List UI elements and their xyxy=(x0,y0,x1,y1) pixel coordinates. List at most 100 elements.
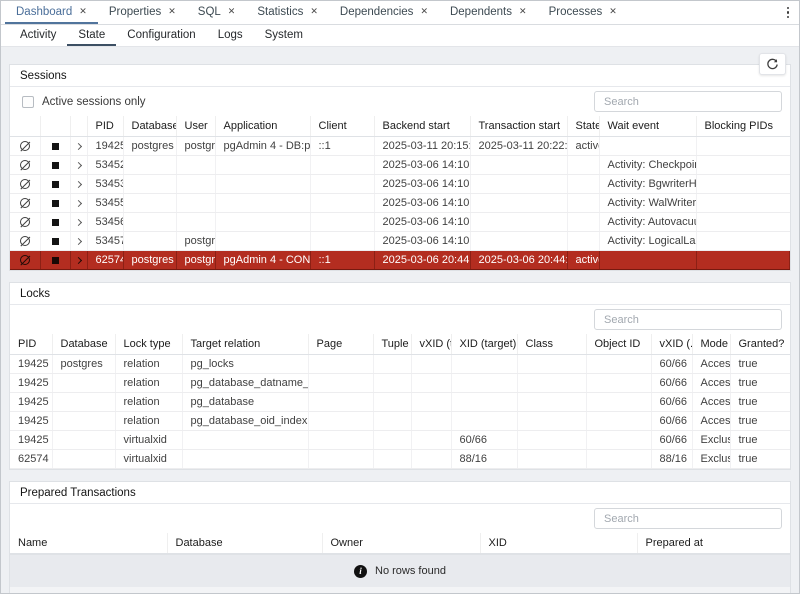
column-header[interactable]: PID xyxy=(87,116,123,137)
expand-row-button[interactable] xyxy=(70,213,87,232)
sessions-search-input[interactable] xyxy=(594,91,782,112)
column-header[interactable]: Lock type xyxy=(115,334,182,355)
subnav-activity[interactable]: Activity xyxy=(9,25,67,46)
column-header[interactable]: Transaction start xyxy=(470,116,567,137)
cancel-icon xyxy=(20,217,30,227)
lock-row[interactable]: 19425 relation pg_database 60/66 Acces. xyxy=(10,393,790,412)
terminate-session-button[interactable] xyxy=(40,251,70,270)
column-header[interactable]: PID xyxy=(10,334,52,355)
column-header[interactable]: State xyxy=(567,116,599,137)
close-icon[interactable]: ✕ xyxy=(609,7,617,16)
tab-dependents[interactable]: Dependents ✕ xyxy=(439,1,538,24)
column-header[interactable]: Mode xyxy=(692,334,730,355)
kebab-menu-icon[interactable] xyxy=(777,5,800,21)
tab-processes[interactable]: Processes ✕ xyxy=(538,1,628,24)
terminate-session-button[interactable] xyxy=(40,175,70,194)
lock-row[interactable]: 19425 relation pg_database_oid_index 60/… xyxy=(10,412,790,431)
lock-row[interactable]: 62574 virtualxid 88/16 88/16 Exclusi... xyxy=(10,450,790,469)
column-header[interactable]: Name xyxy=(10,533,167,554)
expand-row-button[interactable] xyxy=(70,194,87,213)
column-header[interactable]: vXID (t... xyxy=(411,334,451,355)
session-row[interactable]: 62574 postgres postgr... pgAdmin 4 - CON… xyxy=(10,251,790,270)
column-header[interactable]: XID (target) xyxy=(451,334,517,355)
column-header[interactable]: Owner xyxy=(322,533,480,554)
terminate-session-button[interactable] xyxy=(40,232,70,251)
close-icon[interactable]: ✕ xyxy=(79,7,87,16)
column-header[interactable]: User xyxy=(176,116,215,137)
session-row[interactable]: 53457 postgr... 2025-03-06 14:10:11 ... … xyxy=(10,232,790,251)
cell-tuple xyxy=(373,393,411,412)
prepared-search-input[interactable] xyxy=(594,508,782,529)
expand-row-button[interactable] xyxy=(70,251,87,270)
checkbox-icon[interactable] xyxy=(22,96,34,108)
session-row[interactable]: 53455 2025-03-06 14:10:11 ... Activity: … xyxy=(10,194,790,213)
session-row[interactable]: 53452 2025-03-06 14:10:11 ... Activity: … xyxy=(10,156,790,175)
close-icon[interactable]: ✕ xyxy=(168,7,176,16)
cancel-session-button[interactable] xyxy=(10,156,40,175)
cancel-session-button[interactable] xyxy=(10,251,40,270)
lock-row[interactable]: 19425 virtualxid 60/66 60/66 Exclusi... xyxy=(10,431,790,450)
locks-panel: Locks PIDDatabaseLock typeTarget relatio… xyxy=(9,282,791,470)
terminate-column-header xyxy=(40,116,70,137)
lock-row[interactable]: 19425 relation pg_database_datname_ind..… xyxy=(10,374,790,393)
session-row[interactable]: 53453 2025-03-06 14:10:11 ... Activity: … xyxy=(10,175,790,194)
cancel-session-button[interactable] xyxy=(10,137,40,156)
column-header[interactable]: Object ID xyxy=(586,334,651,355)
cell-state xyxy=(567,194,599,213)
terminate-session-button[interactable] xyxy=(40,137,70,156)
cancel-session-button[interactable] xyxy=(10,232,40,251)
tab-dashboard[interactable]: Dashboard ✕ xyxy=(5,1,98,24)
cell-tuple xyxy=(373,450,411,469)
session-row[interactable]: 53456 2025-03-06 14:10:11 ... Activity: … xyxy=(10,213,790,232)
refresh-button[interactable] xyxy=(759,53,786,75)
terminate-session-button[interactable] xyxy=(40,213,70,232)
close-icon[interactable]: ✕ xyxy=(420,7,428,16)
tab-statistics[interactable]: Statistics ✕ xyxy=(246,1,329,24)
cell-transaction-start: 2025-03-06 20:44:25 ... xyxy=(470,251,567,270)
active-sessions-only-toggle[interactable]: Active sessions only xyxy=(22,96,146,108)
close-icon[interactable]: ✕ xyxy=(228,7,236,16)
cell-wait-event: Activity: LogicalLaun... xyxy=(599,232,696,251)
expand-row-button[interactable] xyxy=(70,175,87,194)
column-header[interactable]: Blocking PIDs xyxy=(696,116,790,137)
expand-row-button[interactable] xyxy=(70,156,87,175)
locks-search-input[interactable] xyxy=(594,309,782,330)
column-header[interactable]: Backend start xyxy=(374,116,470,137)
column-header[interactable]: Database xyxy=(123,116,176,137)
cancel-session-button[interactable] xyxy=(10,213,40,232)
close-icon[interactable]: ✕ xyxy=(519,7,527,16)
terminate-session-button[interactable] xyxy=(40,194,70,213)
tab-bar: Dashboard ✕ Properties ✕ SQL ✕ Statistic… xyxy=(1,1,799,25)
column-header[interactable]: vXID (... xyxy=(651,334,692,355)
column-header[interactable]: Target relation xyxy=(182,334,308,355)
terminate-session-button[interactable] xyxy=(40,156,70,175)
cell-xid-target: 88/16 xyxy=(451,450,517,469)
close-icon[interactable]: ✕ xyxy=(310,7,318,16)
subnav-logs[interactable]: Logs xyxy=(207,25,254,46)
cancel-session-button[interactable] xyxy=(10,194,40,213)
session-row[interactable]: 19425 postgres postgr... pgAdmin 4 - DB:… xyxy=(10,137,790,156)
cell-vxid-target xyxy=(411,355,451,374)
column-header[interactable]: Page xyxy=(308,334,373,355)
column-header[interactable]: Tuple xyxy=(373,334,411,355)
expand-row-button[interactable] xyxy=(70,137,87,156)
column-header[interactable]: Database xyxy=(167,533,322,554)
column-header[interactable]: Granted? xyxy=(730,334,790,355)
subnav-system[interactable]: System xyxy=(254,25,314,46)
expand-row-button[interactable] xyxy=(70,232,87,251)
column-header[interactable]: Database xyxy=(52,334,115,355)
column-header[interactable]: Application xyxy=(215,116,310,137)
cell-database xyxy=(123,232,176,251)
column-header[interactable]: Wait event xyxy=(599,116,696,137)
subnav-state[interactable]: State xyxy=(67,25,116,46)
tab-dependencies[interactable]: Dependencies ✕ xyxy=(329,1,439,24)
column-header[interactable]: Prepared at xyxy=(637,533,790,554)
column-header[interactable]: XID xyxy=(480,533,637,554)
subnav-configuration[interactable]: Configuration xyxy=(116,25,206,46)
cancel-session-button[interactable] xyxy=(10,175,40,194)
lock-row[interactable]: 19425 postgres relation pg_locks 60/66 A xyxy=(10,355,790,374)
column-header[interactable]: Class xyxy=(517,334,586,355)
tab-sql[interactable]: SQL ✕ xyxy=(187,1,247,24)
column-header[interactable]: Client xyxy=(310,116,374,137)
tab-properties[interactable]: Properties ✕ xyxy=(98,1,187,24)
